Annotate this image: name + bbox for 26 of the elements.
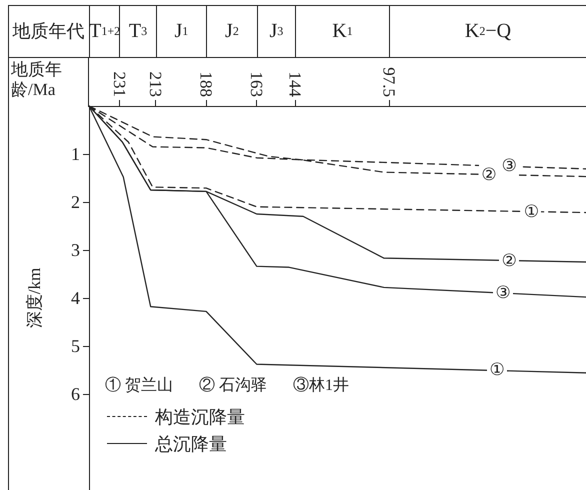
annotation: ③: [493, 282, 514, 304]
x-tick-label: 163: [247, 72, 266, 97]
x-tick-label: 213: [146, 72, 166, 97]
y-tick-label: 1: [71, 144, 80, 164]
y-tick-label: 5: [71, 336, 80, 356]
annotation: 总沉降量: [155, 433, 227, 456]
x-tick-label: 188: [196, 72, 216, 97]
annotation: ②: [479, 164, 500, 186]
text: 地质年代: [12, 20, 86, 43]
x-axis-title: 地质年龄/Ma: [11, 60, 63, 100]
annotation: ① 贺兰山: [105, 377, 173, 394]
annotation: ③林1井: [293, 377, 349, 394]
x-tick-label: 97.5: [380, 67, 399, 97]
y-tick-label: 6: [71, 384, 80, 404]
y-tick-label: 2: [71, 192, 80, 212]
y-axis-title: 深度/km: [25, 268, 44, 328]
annotation: ①: [487, 359, 508, 382]
y-tick-label: 4: [71, 288, 80, 308]
x-tick-label: 144: [286, 72, 305, 98]
annotation: ② 石沟驿: [199, 377, 267, 394]
annotation: ③: [499, 155, 520, 178]
y-tick-label: 3: [71, 240, 80, 260]
annotation: 构造沉降量: [155, 406, 245, 429]
annotation: ①: [521, 200, 542, 223]
x-tick-label: 231: [110, 72, 129, 97]
annotation: ②: [499, 250, 520, 272]
